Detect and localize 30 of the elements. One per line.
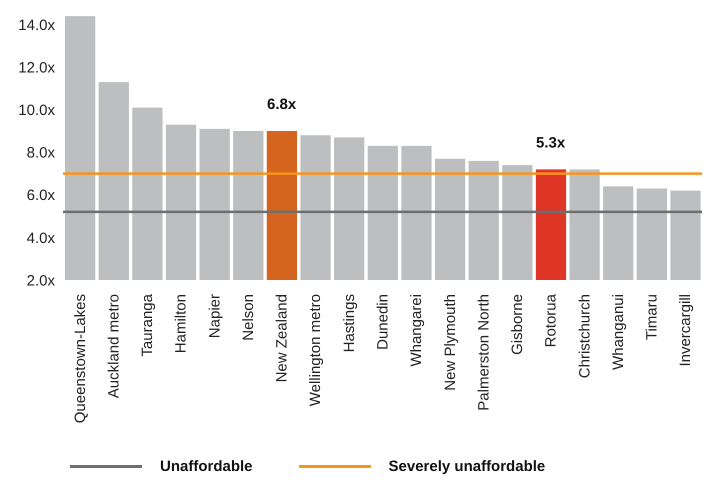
x-tick-label: Tauranga <box>139 293 156 357</box>
legend-label: Severely unaffordable <box>388 458 546 475</box>
x-tick-label: Gisborne <box>509 294 526 355</box>
x-tick-label: Rotorua <box>542 293 560 348</box>
y-tick-label: 6.0x <box>26 187 56 204</box>
x-tick-label: Dunedin <box>374 294 392 350</box>
x-tick-label: New Zealand <box>274 294 291 382</box>
annotation: 5.3x <box>536 134 566 152</box>
x-tick-label: Christchurch <box>576 294 594 378</box>
y-tick-label: 10.0x <box>18 102 56 120</box>
x-tick-label: Nelson <box>240 294 257 341</box>
y-tick-label: 8.0x <box>26 144 56 162</box>
annotation: 6.8x <box>267 96 297 114</box>
x-tick-label: Napier <box>206 294 224 338</box>
y-tick-label: 2.0x <box>26 272 56 290</box>
y-tick-label: 14.0x <box>18 16 56 34</box>
x-tick-label: Wellington metro <box>307 294 324 406</box>
x-tick-label: Hastings <box>340 294 358 352</box>
x-tick-label: Queenstown-Lakes <box>72 294 89 424</box>
x-tick-label: Palmerston North <box>475 294 492 411</box>
x-tick-label: Whangarei <box>408 294 426 367</box>
y-tick-label: 12.0x <box>18 60 56 77</box>
x-tick-label: Invercargill <box>677 294 694 367</box>
legend-label: Unaffordable <box>160 458 253 475</box>
x-tick-label: Auckland metro <box>105 294 122 398</box>
x-tick-label: Whanganui <box>610 294 627 370</box>
x-tick-label: Timaru <box>644 294 661 340</box>
x-tick-label: New Plymouth <box>442 294 459 391</box>
x-tick-label: Hamilton <box>172 294 190 354</box>
y-tick-label: 4.0x <box>26 230 56 247</box>
